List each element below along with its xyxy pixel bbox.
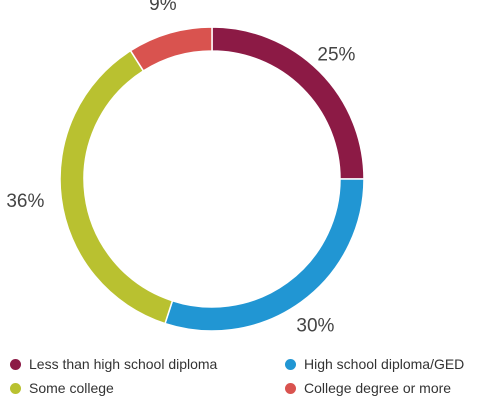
legend-item-high-school-ged: High school diploma/GED [285, 356, 464, 372]
legend-label: Some college [29, 380, 114, 396]
legend-label: Less than high school diploma [29, 356, 218, 372]
slice-label-1: 30% [296, 315, 334, 336]
donut-slice-1 [164, 178, 365, 332]
slice-labels: 25% 30% 36% 9% [6, 0, 355, 336]
donut-slice-2 [59, 49, 174, 325]
slice-label-3: 9% [149, 0, 177, 15]
legend-swatch [285, 358, 296, 370]
legend-swatch [10, 382, 21, 394]
slice-label-0: 25% [317, 45, 355, 66]
donut-slice-3 [129, 26, 213, 72]
donut-chart: 25% 30% 36% 9% [6, 0, 365, 336]
legend-swatch [10, 358, 21, 370]
legend-label: College degree or more [304, 380, 452, 396]
donut-slices [59, 26, 365, 332]
legend-item-college-degree: College degree or more [285, 380, 451, 396]
legend-label: High school diploma/GED [304, 356, 465, 372]
legend-item-some-college: Some college [10, 380, 114, 396]
legend-swatch [285, 382, 296, 394]
slice-label-2: 36% [6, 191, 44, 212]
legend-item-less-than-high-school: Less than high school diploma [10, 356, 217, 372]
